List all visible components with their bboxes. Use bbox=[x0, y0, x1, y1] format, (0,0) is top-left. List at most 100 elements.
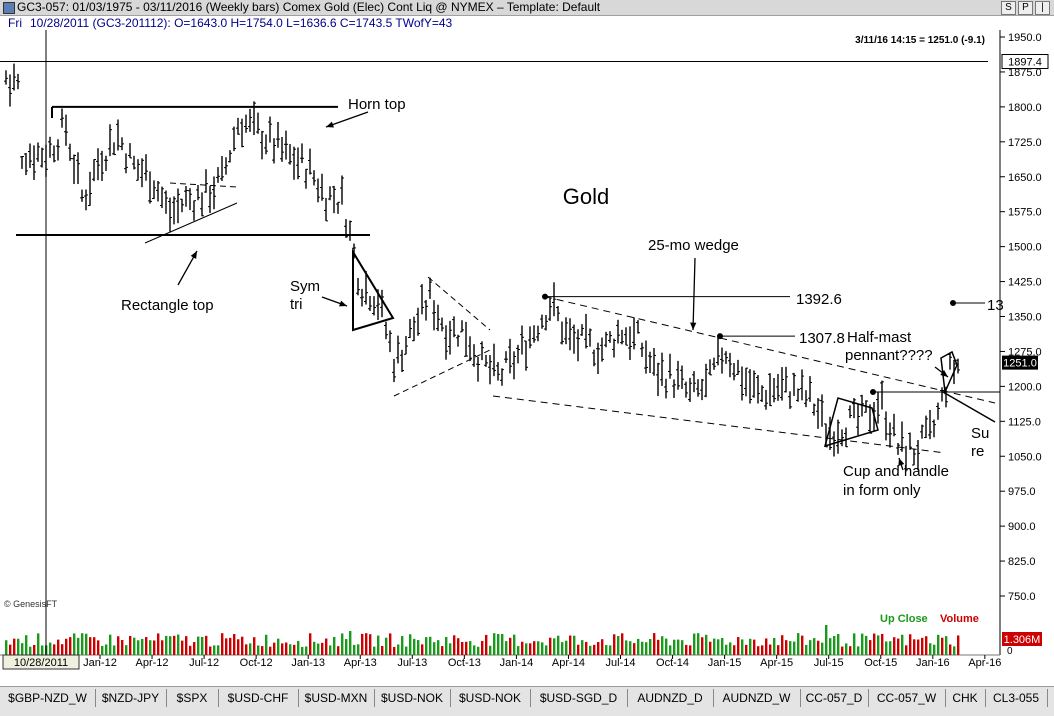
x-tick-label: Oct-14 bbox=[656, 657, 689, 669]
volume-bar bbox=[429, 636, 432, 655]
volume-bar bbox=[661, 636, 664, 655]
volume-bar bbox=[829, 638, 832, 655]
y-tick-label: 975.0 bbox=[1008, 486, 1036, 498]
volume-bar bbox=[321, 642, 324, 655]
volume-bar bbox=[257, 645, 260, 655]
volume-bar bbox=[593, 644, 596, 655]
copyright-label: © GenesisFT bbox=[4, 599, 58, 609]
symbol-tab[interactable]: $SPX bbox=[166, 689, 219, 707]
volume-bar bbox=[861, 633, 864, 655]
volume-bar bbox=[385, 637, 388, 655]
crosshair-date: 10/28/2011 bbox=[14, 657, 68, 669]
volume-bar bbox=[485, 634, 488, 655]
price-chart[interactable]: 1950.0 1875.0 1800.0 1725.0 1650.0 1575.0 1500… bbox=[0, 0, 1054, 686]
window-button-split[interactable]: | bbox=[1035, 1, 1050, 15]
volume-bar bbox=[69, 637, 72, 655]
volume-bar bbox=[301, 646, 304, 655]
symbol-tab[interactable]: $GBP-NZD_W bbox=[0, 689, 96, 707]
y-tick-label: 1200.0 bbox=[1008, 381, 1042, 393]
volume-bar bbox=[41, 645, 44, 655]
volume-bar bbox=[169, 636, 172, 655]
symbol-tab[interactable]: $USD-NOK bbox=[374, 689, 451, 707]
volume-bar bbox=[605, 645, 608, 655]
volume-bar bbox=[733, 645, 736, 655]
volume-bar bbox=[521, 641, 524, 655]
symbol-tab[interactable]: $USD-NOK bbox=[450, 689, 531, 707]
volume-bar bbox=[377, 635, 380, 655]
volume-bar bbox=[5, 640, 8, 655]
volume-bar bbox=[557, 635, 560, 655]
volume-bar bbox=[361, 633, 364, 655]
annotation-half-mast-1: Half-mast bbox=[847, 329, 912, 346]
symbol-tab[interactable]: CL3-055 bbox=[985, 689, 1048, 707]
y-tick-label: 900.0 bbox=[1008, 521, 1036, 533]
arrow-pennant-head bbox=[940, 370, 948, 377]
volume-bar bbox=[737, 637, 740, 655]
volume-bar bbox=[817, 640, 820, 655]
volume-bar bbox=[573, 635, 576, 655]
symbol-tab[interactable]: $USD-CHF bbox=[218, 689, 299, 707]
volume-bar bbox=[445, 637, 448, 655]
volume-bar bbox=[145, 637, 148, 655]
volume-bar bbox=[433, 642, 436, 655]
volume-bar bbox=[921, 637, 924, 655]
y-tick-label: 1875.0 bbox=[1008, 67, 1042, 79]
arrow-sym-tri-head bbox=[339, 300, 347, 307]
volume-bar bbox=[681, 640, 684, 655]
volume-bar bbox=[193, 642, 196, 655]
volume-bar bbox=[889, 641, 892, 655]
volume-bar bbox=[561, 642, 564, 655]
symbol-tab[interactable]: $USD-SGD_D bbox=[530, 689, 628, 707]
volume-bar bbox=[581, 640, 584, 655]
volume-bar bbox=[897, 638, 900, 655]
window-buttons: S P | bbox=[1001, 1, 1050, 15]
volume-bar bbox=[633, 643, 636, 655]
volume-bar bbox=[333, 636, 336, 655]
symbol-tab[interactable]: CC-057_D bbox=[800, 689, 869, 707]
volume-bar bbox=[677, 639, 680, 655]
x-tick-label: Jul-15 bbox=[814, 657, 844, 669]
volume-bar bbox=[141, 638, 144, 655]
volume-bar bbox=[793, 641, 796, 655]
symbol-tab[interactable]: $USD-MXN bbox=[298, 689, 375, 707]
symbol-tab[interactable]: $NZD-JPY bbox=[95, 689, 167, 707]
neckline-dot bbox=[870, 389, 876, 395]
window-button-p[interactable]: P bbox=[1018, 1, 1033, 15]
window-button-s[interactable]: S bbox=[1001, 1, 1016, 15]
wedge-high-dot bbox=[542, 293, 548, 300]
volume-bar bbox=[953, 646, 956, 655]
volume-bar bbox=[305, 646, 308, 655]
symbol-tab[interactable]: AUDNZD_D bbox=[627, 689, 714, 707]
volume-bar bbox=[153, 640, 156, 655]
volume-bar bbox=[777, 645, 780, 655]
symbol-tab[interactable]: CHK bbox=[945, 689, 986, 707]
volume-bar bbox=[221, 633, 224, 655]
y-tick-label: 1500.0 bbox=[1008, 242, 1042, 254]
symbol-tab[interactable]: CC-057_W bbox=[868, 689, 946, 707]
volume-bar bbox=[833, 635, 836, 655]
volume-bar bbox=[749, 638, 752, 655]
volume-bar bbox=[757, 646, 760, 655]
volume-bar bbox=[473, 645, 476, 655]
y-tick-label: 1800.0 bbox=[1008, 102, 1042, 114]
volume-bar bbox=[901, 634, 904, 655]
volume-bar bbox=[509, 637, 512, 655]
triangle-2015 bbox=[823, 397, 879, 448]
symbol-tab[interactable]: AUDNZD_W bbox=[713, 689, 801, 707]
volume-bar bbox=[293, 644, 296, 655]
plot-area[interactable] bbox=[0, 30, 1000, 686]
volume-bar bbox=[873, 633, 876, 655]
volume-bar bbox=[149, 640, 152, 655]
volume-bar bbox=[201, 636, 204, 655]
x-tick-label: Jul-13 bbox=[397, 657, 427, 669]
volume-bar bbox=[917, 639, 920, 655]
annotation-cut-13: 13 bbox=[987, 297, 1004, 314]
volume-bar bbox=[877, 635, 880, 655]
last-price-tag bbox=[1002, 355, 1038, 370]
y-tick-label: 1425.0 bbox=[1008, 277, 1042, 289]
volume-bar bbox=[601, 639, 604, 655]
volume-bar bbox=[881, 633, 884, 655]
volume-bar bbox=[297, 640, 300, 655]
volume-bar bbox=[189, 645, 192, 655]
volume-bar bbox=[657, 639, 660, 655]
